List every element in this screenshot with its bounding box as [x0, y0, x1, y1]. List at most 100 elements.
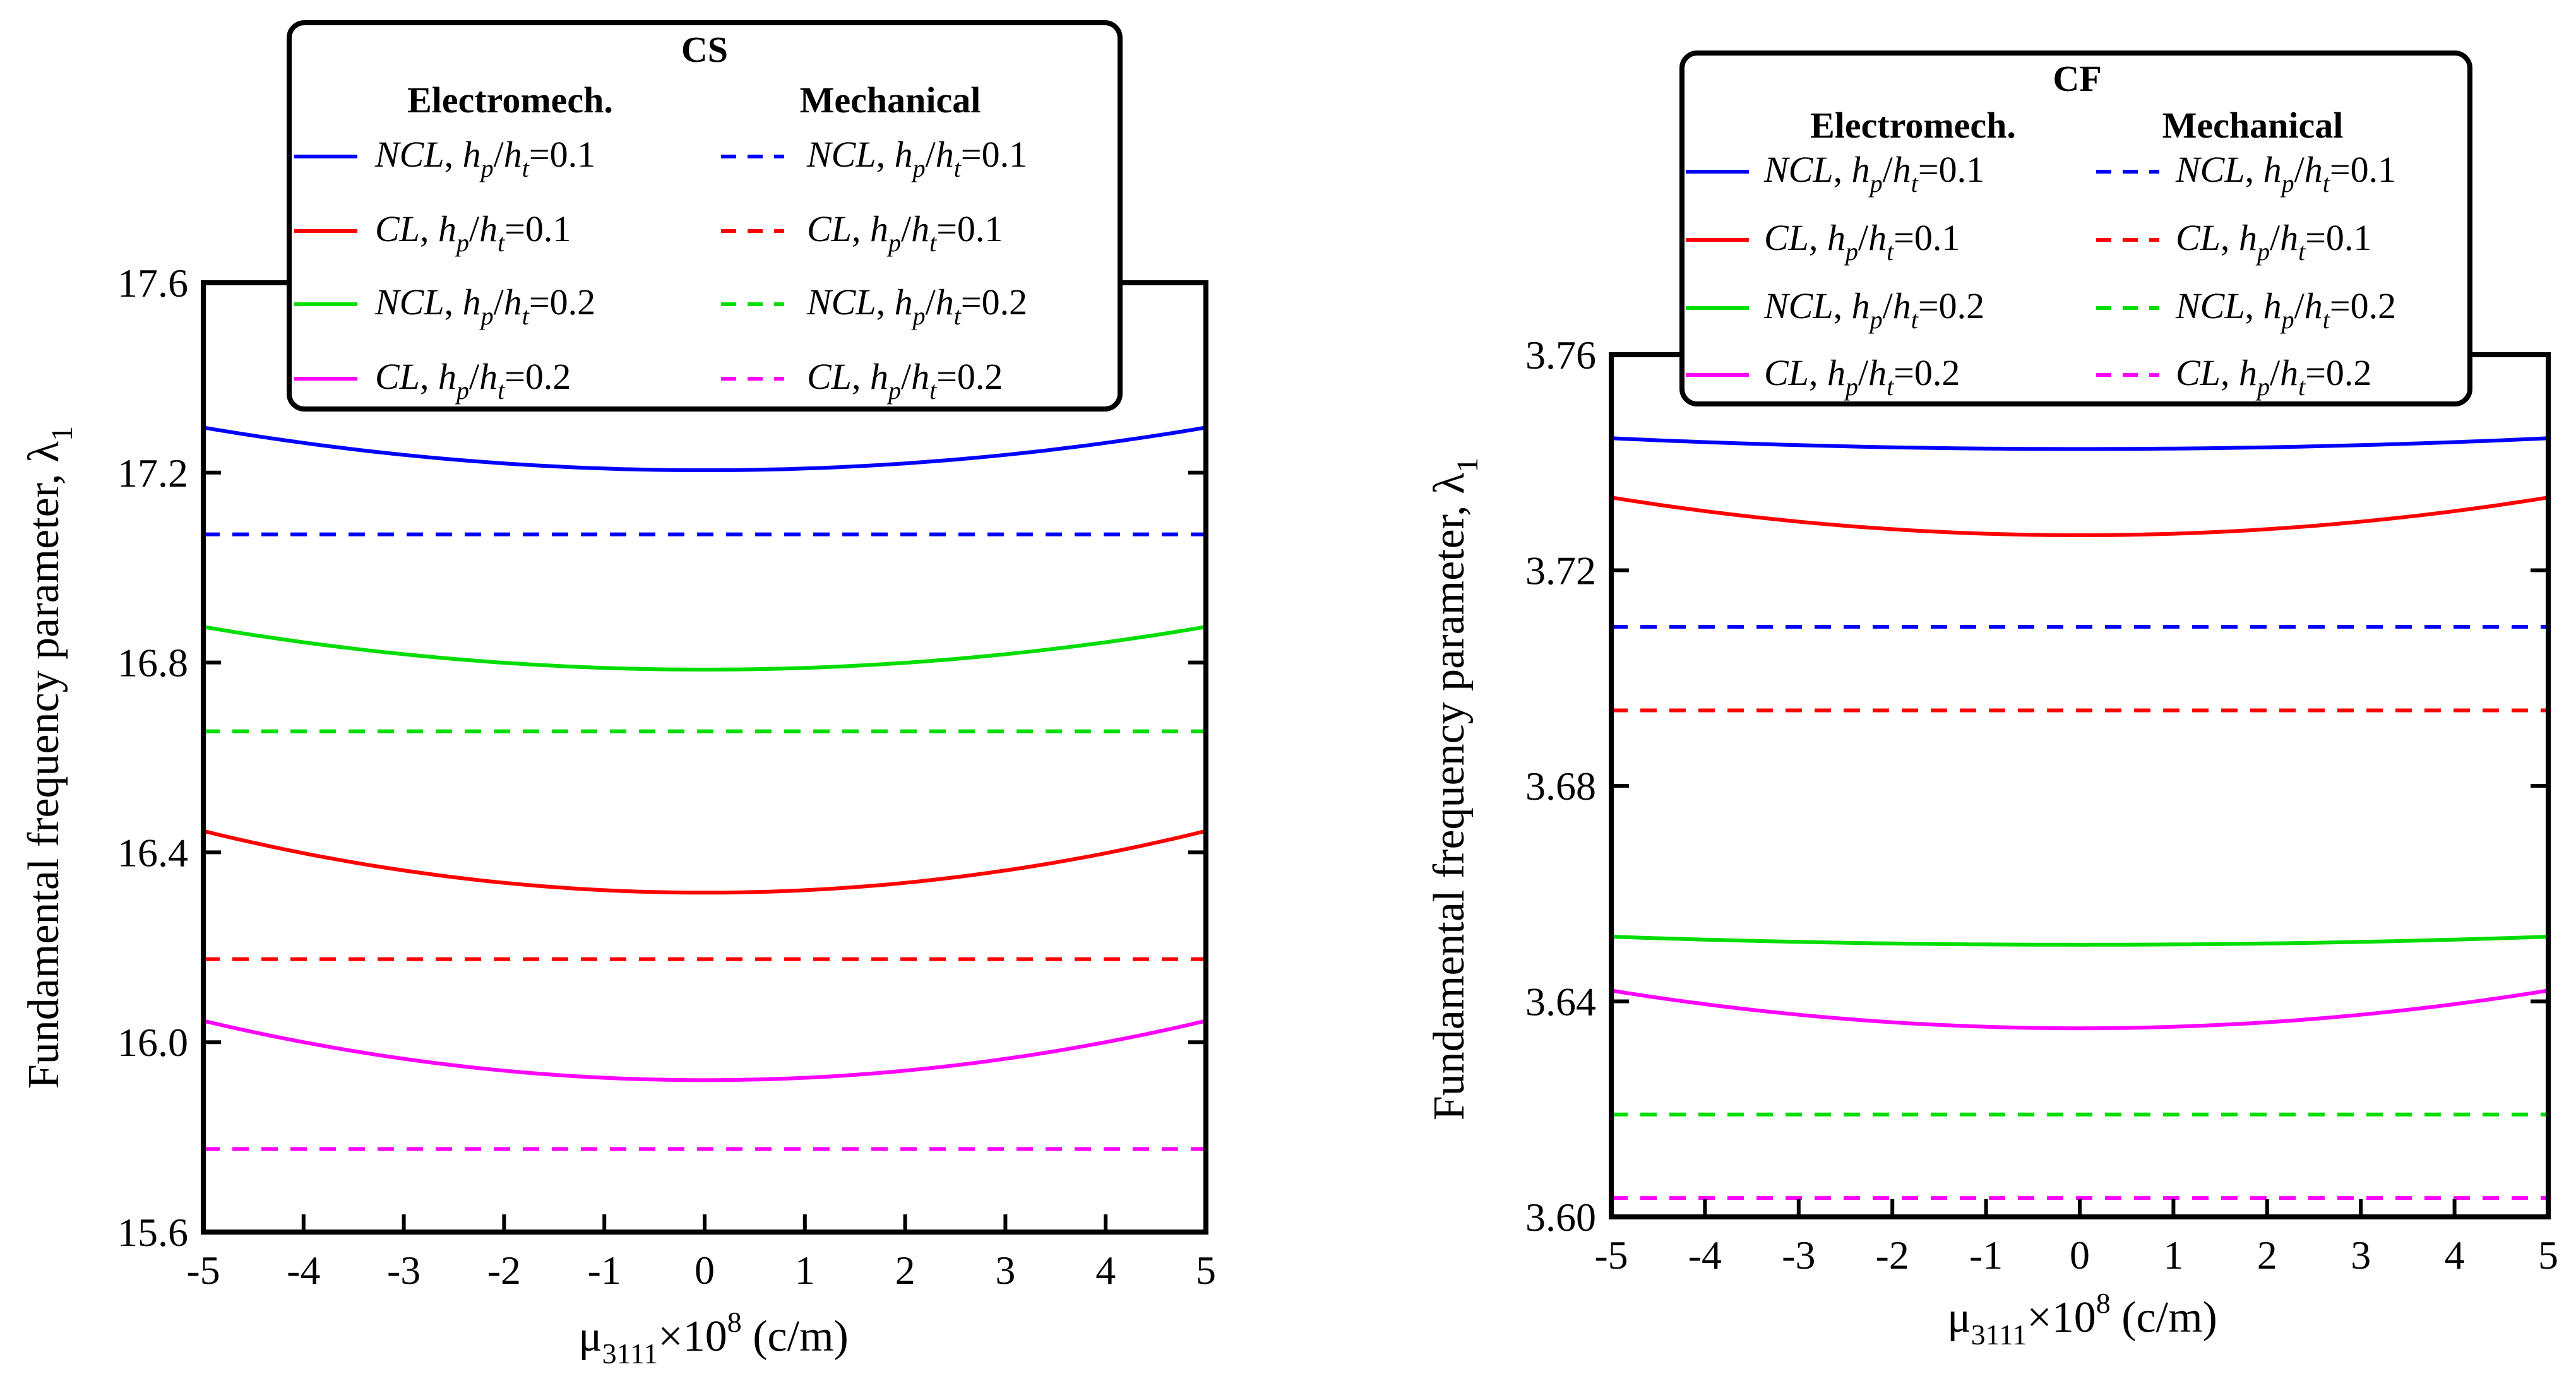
cs-legend-model: NCL	[374, 282, 444, 323]
cs-legend-col-electromech: Electromech.	[407, 80, 613, 121]
cf-ticks	[1609, 353, 2550, 1219]
cs-legend-box	[287, 20, 1123, 412]
cs-legend-model: CL	[807, 208, 852, 249]
cs-tick-labels: -5 -4 -3 -2 -1 0 1 2 3 4 5 15.6 16.0 16.4 16.8 17.2 17.6	[117, 261, 1216, 1293]
cs-x-axis-label-main: μ	[578, 1312, 602, 1361]
cf-legend-title: CF	[2053, 58, 2101, 99]
cs-y-tick-label: 15.6	[117, 1210, 188, 1255]
cs-series-line-2	[203, 625, 1207, 672]
cf-legend-ratio: =0.2	[1918, 285, 1984, 326]
cf-legend-entry-em-cl-01: CL, hp/ht=0.1	[1764, 217, 1960, 266]
cf-legend-ratio: =0.1	[2305, 217, 2371, 258]
cf-x-axis-label-sup: 8	[2096, 1287, 2111, 1319]
cf-legend-entry-em-cl-02: CL, hp/ht=0.2	[1764, 352, 1960, 401]
cf-tick-labels: -5 -4 -3 -2 -1 0 1 2 3 4 5 3.60 3.64 3.68 3.72 3.76	[1525, 333, 2558, 1277]
cf-series-line-4	[1611, 935, 2549, 947]
cf-legend-col-electromech: Electromech.	[1810, 105, 2016, 146]
cf-y-axis-label: Fundamental frequency parameter, λ1	[1425, 458, 1484, 1120]
cs-legend-col-mechanical: Mechanical	[800, 80, 981, 121]
cf-legend-model: NCL	[1763, 149, 1834, 190]
cs-series-line-6	[203, 1019, 1207, 1082]
cf-x-tick-label: -2	[1876, 1233, 1909, 1277]
cf-legend-col-mechanical: Mechanical	[2162, 105, 2344, 146]
chart-cs: -5 -4 -3 -2 -1 0 1 2 3 4 5 15.6 16.0 16.4 16.8 17.2 17.6…	[20, 20, 1216, 1370]
cf-series-layer	[1611, 436, 2549, 1200]
cf-x-tick-label: -5	[1594, 1233, 1628, 1277]
cs-y-tick-label: 16.8	[117, 641, 188, 685]
cs-plot-frame	[201, 280, 1208, 1235]
cf-legend-ratio: =0.1	[2330, 149, 2396, 190]
cf-legend-entry-me-ncl-02: NCL, hp/ht=0.2	[2175, 285, 2396, 334]
cf-legend-model: CL	[2176, 352, 2221, 393]
cs-series-layer	[203, 425, 1207, 1151]
cs-legend-entry-me-ncl-01: NCL, hp/ht=0.1	[806, 134, 1027, 182]
cf-x-axis-label-sub: 3111	[1971, 1319, 2027, 1351]
cs-y-axis-label-main: Fundamental frequency parameter, λ	[20, 441, 68, 1089]
cs-legend-title: CS	[681, 29, 728, 70]
cf-legend-entry-me-cl-02: CL, hp/ht=0.2	[2176, 352, 2371, 401]
cf-x-tick-label: 5	[2538, 1233, 2558, 1277]
cs-legend: CS Electromech. Mechanical NCL, hp/ht=0.…	[287, 20, 1123, 412]
cf-y-tick-label: 3.76	[1525, 333, 1596, 377]
cf-legend-box	[1679, 50, 2472, 406]
cs-legend-ratio: =0.2	[961, 282, 1027, 323]
cs-legend-model: NCL	[806, 134, 876, 175]
cf-x-tick-label: 2	[2257, 1233, 2277, 1277]
cf-y-tick-label: 3.68	[1525, 764, 1596, 809]
cf-series-line-1	[1611, 495, 2549, 538]
cf-legend-model: NCL	[2175, 285, 2245, 326]
cf-legend-model: CL	[1764, 352, 1809, 393]
cs-legend-ratio: =0.1	[936, 208, 1003, 249]
cf-x-tick-label: 4	[2445, 1233, 2465, 1277]
cf-x-tick-label: -3	[1782, 1233, 1815, 1277]
cf-legend-ratio: =0.2	[2330, 285, 2396, 326]
cs-legend-model: CL	[375, 208, 420, 249]
cs-y-tick-label: 17.6	[117, 261, 188, 305]
cf-y-tick-label: 3.60	[1525, 1195, 1596, 1240]
cs-legend-entry-me-cl-02: CL, hp/ht=0.2	[807, 356, 1003, 405]
cs-legend-ratio: =0.2	[529, 282, 595, 323]
cs-x-axis-label-mid: ×10	[658, 1312, 727, 1361]
cs-y-tick-label: 16.4	[117, 830, 188, 875]
cf-x-axis-label-unit: (c/m)	[2111, 1293, 2217, 1342]
cf-legend-entry-em-ncl-02: NCL, hp/ht=0.2	[1763, 285, 1984, 334]
cs-legend-model: NCL	[806, 282, 876, 323]
cf-legend-entry-em-ncl-01: NCL, hp/ht=0.1	[1763, 149, 1984, 198]
cs-y-axis-label-sub: 1	[45, 426, 79, 441]
cf-legend-model: NCL	[2175, 149, 2245, 190]
cs-x-tick-label: 1	[795, 1248, 815, 1293]
cs-legend-ratio: =0.1	[529, 134, 595, 175]
cf-y-tick-label: 3.64	[1525, 980, 1596, 1024]
cs-x-axis-label-sup: 8	[727, 1306, 742, 1338]
cs-legend-model: NCL	[374, 134, 444, 175]
cf-legend-ratio: =0.2	[1893, 352, 1960, 393]
cf-legend-model: NCL	[1763, 285, 1834, 326]
cs-x-tick-label: 4	[1095, 1248, 1116, 1293]
cf-legend-entry-me-cl-01: CL, hp/ht=0.1	[2176, 217, 2371, 266]
cf-series-line-5	[1611, 988, 2549, 1031]
cs-x-tick-label: 3	[995, 1248, 1015, 1293]
cs-x-tick-label: -5	[186, 1248, 220, 1293]
cs-legend-ratio: =0.1	[961, 134, 1027, 175]
cf-legend-ratio: =0.1	[1893, 217, 1960, 258]
cf-x-axis-label-mid: ×10	[2027, 1293, 2096, 1342]
cs-series-line-0	[203, 425, 1207, 472]
cf-legend-model: CL	[2176, 217, 2221, 258]
cs-legend-model: CL	[807, 356, 852, 397]
cf-x-tick-label: 3	[2351, 1233, 2371, 1277]
chart-cf: -5 -4 -3 -2 -1 0 1 2 3 4 5 3.60 3.64 3.68 3.72 3.76 Fun…	[1425, 50, 2558, 1351]
cs-legend-model: CL	[375, 356, 420, 397]
cs-legend-entry-em-cl-01: CL, hp/ht=0.1	[375, 208, 571, 257]
cf-x-tick-label: 0	[2070, 1233, 2090, 1277]
cs-legend-ratio: =0.2	[936, 356, 1003, 397]
cs-x-axis-label-unit: (c/m)	[742, 1312, 849, 1361]
cf-y-axis-label-sub: 1	[1451, 458, 1484, 473]
cs-y-axis-label: Fundamental frequency parameter, λ1	[20, 426, 79, 1089]
cf-legend-ratio: =0.2	[2305, 352, 2371, 393]
cs-ticks	[201, 281, 1208, 1234]
cs-x-axis-label: μ3111×108 (c/m)	[578, 1306, 849, 1370]
cf-x-tick-label: 1	[2163, 1233, 2183, 1277]
cf-legend-ratio: =0.1	[1918, 149, 1984, 190]
cs-legend-ratio: =0.1	[504, 208, 571, 249]
